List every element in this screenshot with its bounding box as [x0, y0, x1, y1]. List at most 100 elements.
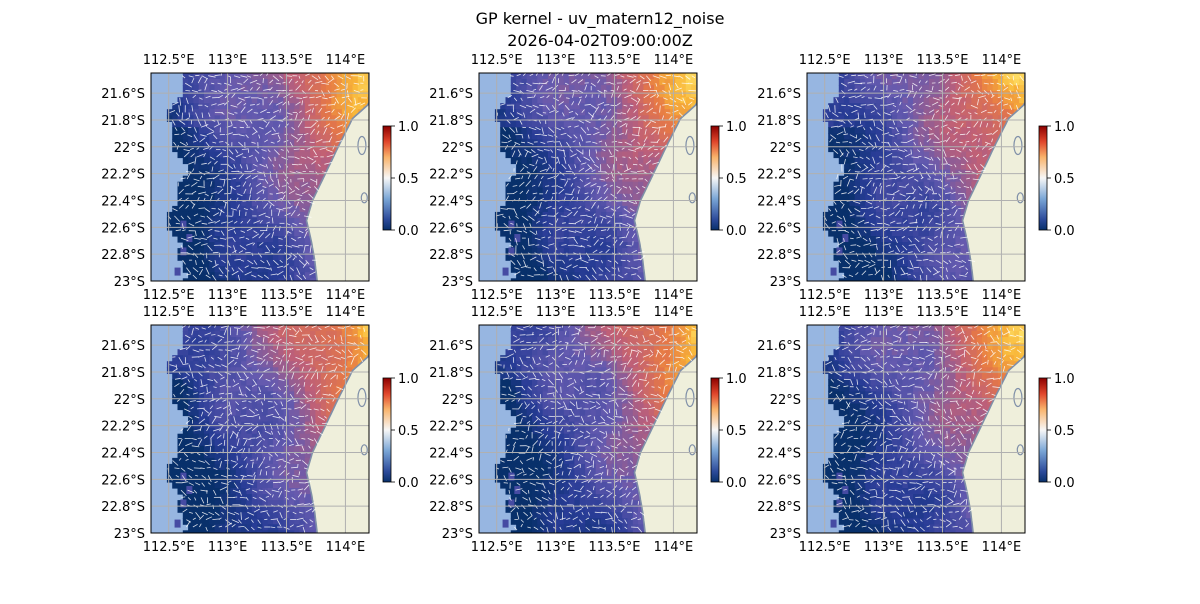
- y-tick-label: 22.2°S: [429, 420, 473, 435]
- y-tick-label: 21.8°S: [429, 114, 473, 129]
- x-tick-label-bottom: 112.5°E: [143, 288, 195, 303]
- island: [1014, 388, 1022, 406]
- y-tick-label: 22.6°S: [757, 473, 801, 488]
- x-tick-label-bottom: 113.5°E: [917, 540, 969, 555]
- colorbar-tick-label: 0.5: [1054, 424, 1075, 439]
- y-tick-label: 22.6°S: [757, 221, 801, 236]
- island: [361, 445, 367, 455]
- x-tick-label-bottom: 114°E: [654, 288, 694, 303]
- x-tick-label-bottom: 113°E: [536, 288, 576, 303]
- map-content: [479, 312, 709, 547]
- map-panel-5: 112.5°E112.5°E113°E113°E113.5°E113.5°E11…: [429, 305, 746, 555]
- x-tick-label-top: 114°E: [654, 305, 694, 320]
- island-cell: [831, 268, 837, 276]
- island: [361, 193, 367, 203]
- x-tick-label-bottom: 113°E: [208, 288, 248, 303]
- map-content: [807, 60, 1037, 295]
- x-tick-label-bottom: 114°E: [654, 540, 694, 555]
- colorbar-tick-label: 0.5: [398, 424, 419, 439]
- colorbar-tick-label: 0.0: [398, 476, 419, 491]
- x-tick-label-top: 112.5°E: [799, 305, 851, 320]
- y-tick-label: 23°S: [114, 527, 145, 542]
- colorbar-tick-label: 0.0: [726, 224, 747, 239]
- island: [358, 136, 366, 154]
- x-tick-label-top: 114°E: [326, 53, 366, 68]
- x-tick-label-bottom: 112.5°E: [799, 288, 851, 303]
- x-tick-label-top: 113°E: [864, 53, 904, 68]
- x-tick-label-bottom: 112.5°E: [799, 540, 851, 555]
- y-tick-label: 22.2°S: [429, 168, 473, 183]
- y-tick-label: 23°S: [442, 527, 473, 542]
- y-tick-label: 21.8°S: [757, 366, 801, 381]
- colorbar-tick-label: 0.0: [398, 224, 419, 239]
- y-tick-label: 21.6°S: [101, 339, 145, 354]
- y-tick-label: 22.4°S: [429, 194, 473, 209]
- island: [686, 388, 694, 406]
- y-tick-label: 22.8°S: [429, 500, 473, 515]
- x-tick-label-top: 114°E: [326, 305, 366, 320]
- map-panel-3: 112.5°E112.5°E113°E113°E113.5°E113.5°E11…: [757, 53, 1074, 303]
- x-tick-label-top: 112.5°E: [143, 53, 195, 68]
- x-tick-label-bottom: 113°E: [536, 540, 576, 555]
- x-tick-label-bottom: 112.5°E: [471, 540, 523, 555]
- island-cell: [186, 486, 192, 494]
- x-tick-label-bottom: 113°E: [208, 540, 248, 555]
- x-tick-label-top: 113°E: [864, 305, 904, 320]
- y-tick-label: 22.6°S: [429, 473, 473, 488]
- y-tick-label: 21.8°S: [101, 366, 145, 381]
- x-tick-label-bottom: 114°E: [326, 288, 366, 303]
- y-tick-label: 21.6°S: [101, 87, 145, 102]
- map-panel-4: 112.5°E112.5°E113°E113°E113.5°E113.5°E11…: [101, 305, 418, 555]
- colorbar: [383, 378, 391, 482]
- y-tick-label: 22.8°S: [757, 248, 801, 263]
- x-tick-label-top: 113.5°E: [917, 305, 969, 320]
- island: [358, 388, 366, 406]
- colorbar-tick-label: 1.0: [398, 372, 419, 387]
- y-tick-label: 21.6°S: [429, 339, 473, 354]
- x-tick-label-top: 113.5°E: [261, 53, 313, 68]
- map-content: [479, 60, 709, 295]
- island-cell: [503, 520, 509, 528]
- y-tick-label: 22.8°S: [101, 500, 145, 515]
- island: [689, 445, 695, 455]
- colorbar: [1039, 126, 1047, 230]
- y-tick-label: 22.8°S: [757, 500, 801, 515]
- figure-title: GP kernel - uv_matern12_noise: [0, 9, 1200, 28]
- x-tick-label-bottom: 113.5°E: [589, 540, 641, 555]
- y-tick-label: 22.2°S: [101, 420, 145, 435]
- x-tick-label-top: 112.5°E: [471, 305, 523, 320]
- island-cell: [842, 234, 848, 242]
- y-tick-label: 22.4°S: [757, 446, 801, 461]
- y-tick-label: 21.8°S: [429, 366, 473, 381]
- y-tick-label: 22°S: [114, 393, 145, 408]
- y-tick-label: 22.2°S: [101, 168, 145, 183]
- y-tick-label: 21.8°S: [757, 114, 801, 129]
- y-tick-label: 23°S: [770, 527, 801, 542]
- y-tick-label: 22.2°S: [757, 168, 801, 183]
- y-tick-label: 22°S: [442, 141, 473, 156]
- y-tick-label: 22°S: [770, 393, 801, 408]
- colorbar: [711, 126, 719, 230]
- y-tick-label: 23°S: [770, 275, 801, 290]
- y-tick-label: 22.8°S: [429, 248, 473, 263]
- colorbar-tick-label: 0.0: [1054, 224, 1075, 239]
- x-tick-label-top: 112.5°E: [143, 305, 195, 320]
- x-tick-label-bottom: 114°E: [982, 540, 1022, 555]
- x-tick-label-top: 113.5°E: [261, 305, 313, 320]
- y-tick-label: 21.6°S: [757, 87, 801, 102]
- figure-subtitle: 2026-04-02T09:00:00Z: [0, 31, 1200, 50]
- island-cell: [514, 234, 520, 242]
- colorbar: [383, 126, 391, 230]
- colorbar-tick-label: 0.0: [726, 476, 747, 491]
- colorbar: [711, 378, 719, 482]
- y-tick-label: 22.4°S: [101, 446, 145, 461]
- colorbar-tick-label: 0.0: [1054, 476, 1075, 491]
- y-tick-label: 21.8°S: [101, 114, 145, 129]
- x-tick-label-top: 113°E: [208, 305, 248, 320]
- map-content: [151, 60, 381, 295]
- island-cell: [175, 520, 181, 528]
- map-panel-6: 112.5°E112.5°E113°E113°E113.5°E113.5°E11…: [757, 305, 1074, 555]
- island-cell: [175, 268, 181, 276]
- x-tick-label-bottom: 112.5°E: [471, 288, 523, 303]
- island: [689, 193, 695, 203]
